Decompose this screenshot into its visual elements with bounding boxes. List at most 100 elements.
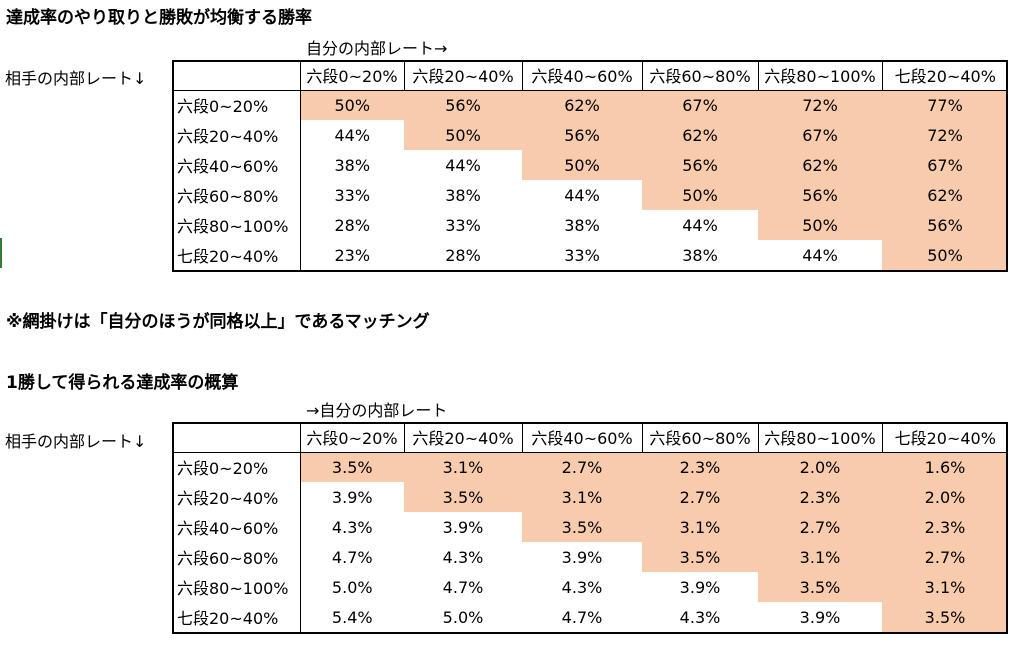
value-cell[interactable]: 3.1% (522, 482, 642, 512)
corner-cell[interactable] (172, 60, 301, 91)
value-cell[interactable]: 38% (564, 215, 600, 235)
value-cell[interactable]: 2.0% (758, 452, 882, 482)
value-cell[interactable]: 67% (642, 90, 758, 120)
value-cell[interactable]: 33% (564, 245, 600, 265)
value-cell[interactable]: 2.3% (758, 482, 882, 512)
value-cell[interactable]: 38% (445, 185, 481, 205)
value-cell[interactable]: 56% (522, 120, 642, 150)
value-cell[interactable]: 3.5% (758, 572, 882, 602)
value-cell[interactable]: 3.1% (758, 542, 882, 572)
column-header-cell[interactable]: 六段0~20% (300, 422, 405, 453)
value-cell[interactable]: 50% (300, 90, 404, 120)
value-cell[interactable]: 72% (882, 120, 1008, 150)
value-cell[interactable]: 2.3% (882, 512, 1008, 542)
column-header-cell[interactable]: 六段0~20% (300, 60, 405, 91)
value-cell[interactable]: 2.3% (642, 452, 758, 482)
value-cell[interactable]: 50% (522, 150, 642, 180)
column-header-cell[interactable]: 六段20~40% (404, 422, 523, 453)
value-cell[interactable]: 4.3% (561, 577, 603, 597)
value-cell[interactable]: 77% (882, 90, 1008, 120)
table-row: 七段20~40% 23% 28% 33% 38% 44% 50% (172, 240, 1008, 270)
value-cell[interactable]: 28% (445, 245, 481, 265)
value-cell[interactable]: 62% (882, 180, 1008, 210)
row-header-cell[interactable]: 六段0~20% (172, 90, 301, 120)
row-header-cell[interactable]: 七段20~40% (172, 602, 301, 632)
row-header-cell[interactable]: 六段80~100% (172, 210, 301, 240)
value-cell[interactable]: 44% (682, 215, 718, 235)
value-cell[interactable]: 4.7% (331, 547, 373, 567)
column-header-cell[interactable]: 六段60~80% (642, 422, 759, 453)
value-cell[interactable]: 62% (522, 90, 642, 120)
value-cell[interactable]: 44% (445, 155, 481, 175)
column-header-cell[interactable]: 六段20~40% (404, 60, 523, 91)
value-cell[interactable]: 56% (758, 180, 882, 210)
value-cell[interactable]: 33% (445, 215, 481, 235)
value-cell[interactable]: 5.0% (442, 607, 484, 627)
column-header-cell[interactable]: 七段20~40% (882, 60, 1008, 91)
value-cell[interactable]: 5.4% (331, 607, 373, 627)
value-cell[interactable]: 3.5% (642, 542, 758, 572)
value-cell[interactable]: 3.5% (522, 512, 642, 542)
value-cell[interactable]: 23% (334, 245, 371, 265)
value-cell[interactable]: 44% (564, 185, 600, 205)
value-cell[interactable]: 72% (758, 90, 882, 120)
row-header-cell[interactable]: 七段20~40% (172, 240, 301, 270)
value-cell[interactable]: 62% (642, 120, 758, 150)
value-cell[interactable]: 3.9% (679, 577, 721, 597)
value-cell[interactable]: 4.7% (442, 577, 484, 597)
value-cell[interactable]: 4.3% (679, 607, 721, 627)
column-header-cell[interactable]: 六段60~80% (642, 60, 759, 91)
value-cell[interactable]: 4.3% (442, 547, 484, 567)
value-cell[interactable]: 5.0% (331, 577, 373, 597)
row-header-cell[interactable]: 六段60~80% (172, 180, 301, 210)
value-cell[interactable]: 2.0% (882, 482, 1008, 512)
value-cell[interactable]: 3.9% (331, 487, 373, 507)
value-cell[interactable]: 3.5% (300, 452, 404, 482)
value-cell[interactable]: 3.1% (882, 572, 1008, 602)
column-header-cell[interactable]: 六段80~100% (758, 60, 883, 91)
row-header-cell[interactable]: 六段20~40% (172, 482, 301, 512)
value-cell[interactable]: 4.7% (561, 607, 603, 627)
value-cell[interactable]: 67% (882, 150, 1008, 180)
row-header-cell[interactable]: 六段40~60% (172, 512, 301, 542)
column-header-cell[interactable]: 七段20~40% (882, 422, 1008, 453)
value-cell[interactable]: 3.1% (404, 452, 522, 482)
value-cell[interactable]: 56% (882, 210, 1008, 240)
value-cell[interactable]: 44% (802, 245, 838, 265)
row-header-cell[interactable]: 六段0~20% (172, 452, 301, 482)
value-cell[interactable]: 56% (404, 90, 522, 120)
value-cell[interactable]: 2.7% (882, 542, 1008, 572)
value-cell[interactable]: 3.9% (561, 547, 603, 567)
value-cell[interactable]: 50% (642, 180, 758, 210)
value-cell[interactable]: 28% (334, 215, 371, 235)
value-cell[interactable]: 50% (404, 120, 522, 150)
value-cell[interactable]: 2.7% (758, 512, 882, 542)
row-header-cell[interactable]: 六段40~60% (172, 150, 301, 180)
value-cell[interactable]: 3.5% (404, 482, 522, 512)
value-cell[interactable]: 3.1% (642, 512, 758, 542)
value-cell[interactable]: 56% (642, 150, 758, 180)
corner-cell[interactable] (172, 422, 301, 453)
column-header-cell[interactable]: 六段80~100% (758, 422, 883, 453)
value-cell[interactable]: 38% (682, 245, 718, 265)
row-header-cell[interactable]: 六段60~80% (172, 542, 301, 572)
value-cell[interactable]: 50% (758, 210, 882, 240)
value-cell[interactable]: 33% (334, 185, 371, 205)
value-cell[interactable]: 62% (758, 150, 882, 180)
row-header-cell[interactable]: 六段20~40% (172, 120, 301, 150)
row-header-cell[interactable]: 六段80~100% (172, 572, 301, 602)
value-cell[interactable]: 3.5% (882, 602, 1008, 632)
section-title-balance: 達成率のやり取りと勝敗が均衡する勝率 (6, 8, 312, 28)
value-cell[interactable]: 4.3% (331, 517, 373, 537)
value-cell[interactable]: 50% (882, 240, 1008, 270)
value-cell[interactable]: 38% (334, 155, 371, 175)
value-cell[interactable]: 3.9% (442, 517, 484, 537)
value-cell[interactable]: 3.9% (799, 607, 841, 627)
value-cell[interactable]: 2.7% (642, 482, 758, 512)
column-header-cell[interactable]: 六段40~60% (522, 422, 643, 453)
value-cell[interactable]: 67% (758, 120, 882, 150)
value-cell[interactable]: 1.6% (882, 452, 1008, 482)
value-cell[interactable]: 44% (334, 125, 371, 145)
value-cell[interactable]: 2.7% (522, 452, 642, 482)
column-header-cell[interactable]: 六段40~60% (522, 60, 643, 91)
